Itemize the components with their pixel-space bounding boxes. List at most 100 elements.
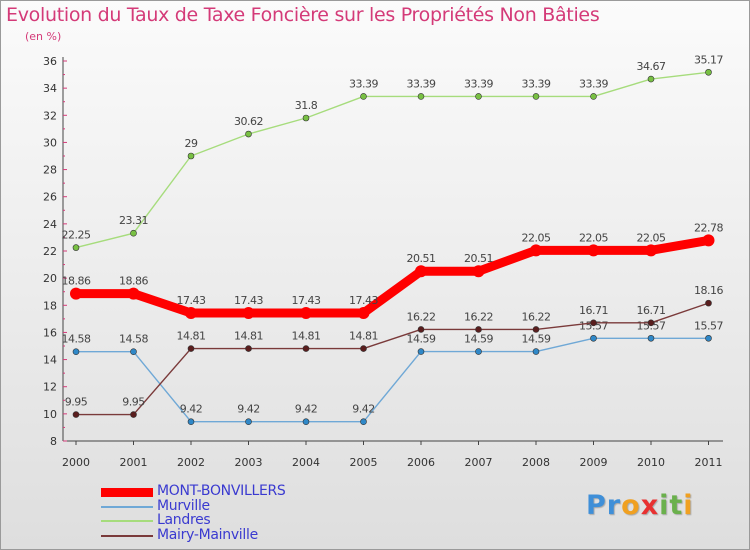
data-point (530, 244, 542, 257)
data-label: 15.57 (694, 319, 723, 332)
data-label: 22.25 (62, 229, 91, 242)
data-point (242, 307, 255, 320)
data-point (302, 114, 310, 122)
data-point (415, 265, 427, 278)
data-label: 16.71 (579, 304, 608, 317)
data-point (130, 229, 137, 237)
data-point (187, 152, 195, 160)
data-point (705, 68, 712, 76)
logo-letter: P (586, 490, 607, 521)
y-tick-label: 28 (43, 164, 57, 177)
x-tick-label: 2001 (120, 456, 148, 469)
data-point (475, 93, 482, 100)
legend-label: Mairy-Mainville (157, 526, 258, 543)
y-tick-label: 32 (43, 109, 57, 122)
x-tick-label: 2009 (580, 456, 608, 469)
data-label: 33.39 (407, 77, 436, 90)
y-tick-label: 8 (50, 435, 57, 448)
logo-letter: x (640, 490, 660, 521)
data-label: 14.59 (464, 333, 493, 346)
data-point (187, 418, 195, 426)
y-tick-label: 36 (43, 55, 57, 68)
logo-letter: i (683, 490, 694, 521)
data-point (532, 93, 540, 100)
x-tick-label: 2011 (695, 456, 723, 469)
legend-swatch (101, 487, 153, 497)
data-label: 35.17 (694, 53, 723, 66)
data-point (590, 93, 597, 100)
data-label: 9.42 (237, 403, 260, 416)
x-tick-label: 2006 (407, 456, 435, 469)
data-label: 14.81 (292, 330, 321, 343)
data-point (532, 348, 540, 355)
data-label: 22.05 (579, 231, 608, 244)
data-point (72, 348, 80, 356)
y-axis-unit: (en %) (25, 30, 62, 43)
data-point (647, 334, 655, 342)
data-label: 18.86 (62, 275, 91, 288)
data-point (72, 411, 80, 418)
data-label: 22.78 (694, 221, 723, 234)
y-tick-label: 18 (43, 299, 57, 312)
data-label: 20.51 (407, 252, 436, 265)
data-point (300, 307, 312, 320)
data-point (590, 334, 597, 342)
data-label: 16.22 (407, 310, 436, 323)
x-tick-label: 2000 (62, 456, 90, 469)
legend-label: MONT-BONVILLERS (157, 483, 286, 499)
data-point (360, 345, 367, 352)
data-point (705, 299, 712, 307)
data-point (185, 307, 197, 320)
data-point (360, 418, 367, 426)
y-tick-label: 30 (43, 136, 57, 149)
proxiti-logo: Proxiti (586, 490, 694, 521)
chart-title: Evolution du Taux de Taxe Foncière sur l… (6, 4, 600, 26)
data-label: 33.39 (579, 77, 608, 90)
data-point (130, 411, 137, 418)
data-label: 16.22 (464, 310, 493, 323)
data-label: 17.43 (292, 294, 321, 307)
data-label: 34.67 (637, 60, 666, 73)
data-point (417, 348, 425, 355)
x-tick-label: 2008 (522, 456, 550, 469)
data-point (187, 345, 195, 352)
logo-letter: o (621, 490, 641, 521)
data-label: 20.51 (464, 252, 493, 265)
data-point (245, 345, 252, 352)
data-label: 33.39 (522, 77, 551, 90)
data-point (702, 234, 715, 247)
y-tick-label: 10 (43, 408, 57, 421)
logo-letter: r (606, 490, 622, 521)
data-label: 18.86 (119, 275, 148, 288)
data-point (302, 345, 310, 352)
data-label: 9.42 (352, 403, 375, 416)
data-label: 30.62 (234, 115, 263, 128)
x-tick-label: 2005 (350, 456, 378, 469)
data-label: 31.8 (295, 99, 318, 112)
data-label: 18.16 (694, 284, 723, 297)
legend-swatch (101, 505, 153, 508)
data-point (705, 334, 712, 342)
y-tick-label: 14 (43, 354, 57, 367)
data-label: 14.58 (119, 333, 148, 346)
y-tick-label: 16 (43, 326, 57, 339)
data-label: 14.59 (522, 333, 551, 346)
data-point (417, 93, 425, 100)
x-tick-label: 2007 (465, 456, 493, 469)
data-point (475, 348, 482, 355)
series-line-murville (75, 337, 710, 423)
data-point (70, 287, 82, 300)
data-label: 9.95 (122, 396, 145, 409)
data-label: 33.39 (464, 77, 493, 90)
data-label: 33.39 (349, 77, 378, 90)
logo-letter: i (659, 490, 670, 521)
data-label: 9.42 (295, 403, 318, 416)
data-label: 16.22 (522, 310, 551, 323)
y-tick-label: 34 (43, 82, 57, 95)
y-tick-label: 24 (43, 218, 57, 231)
data-point (360, 93, 367, 100)
legend-label: Landres (157, 512, 211, 528)
x-tick-label: 2004 (292, 456, 320, 469)
